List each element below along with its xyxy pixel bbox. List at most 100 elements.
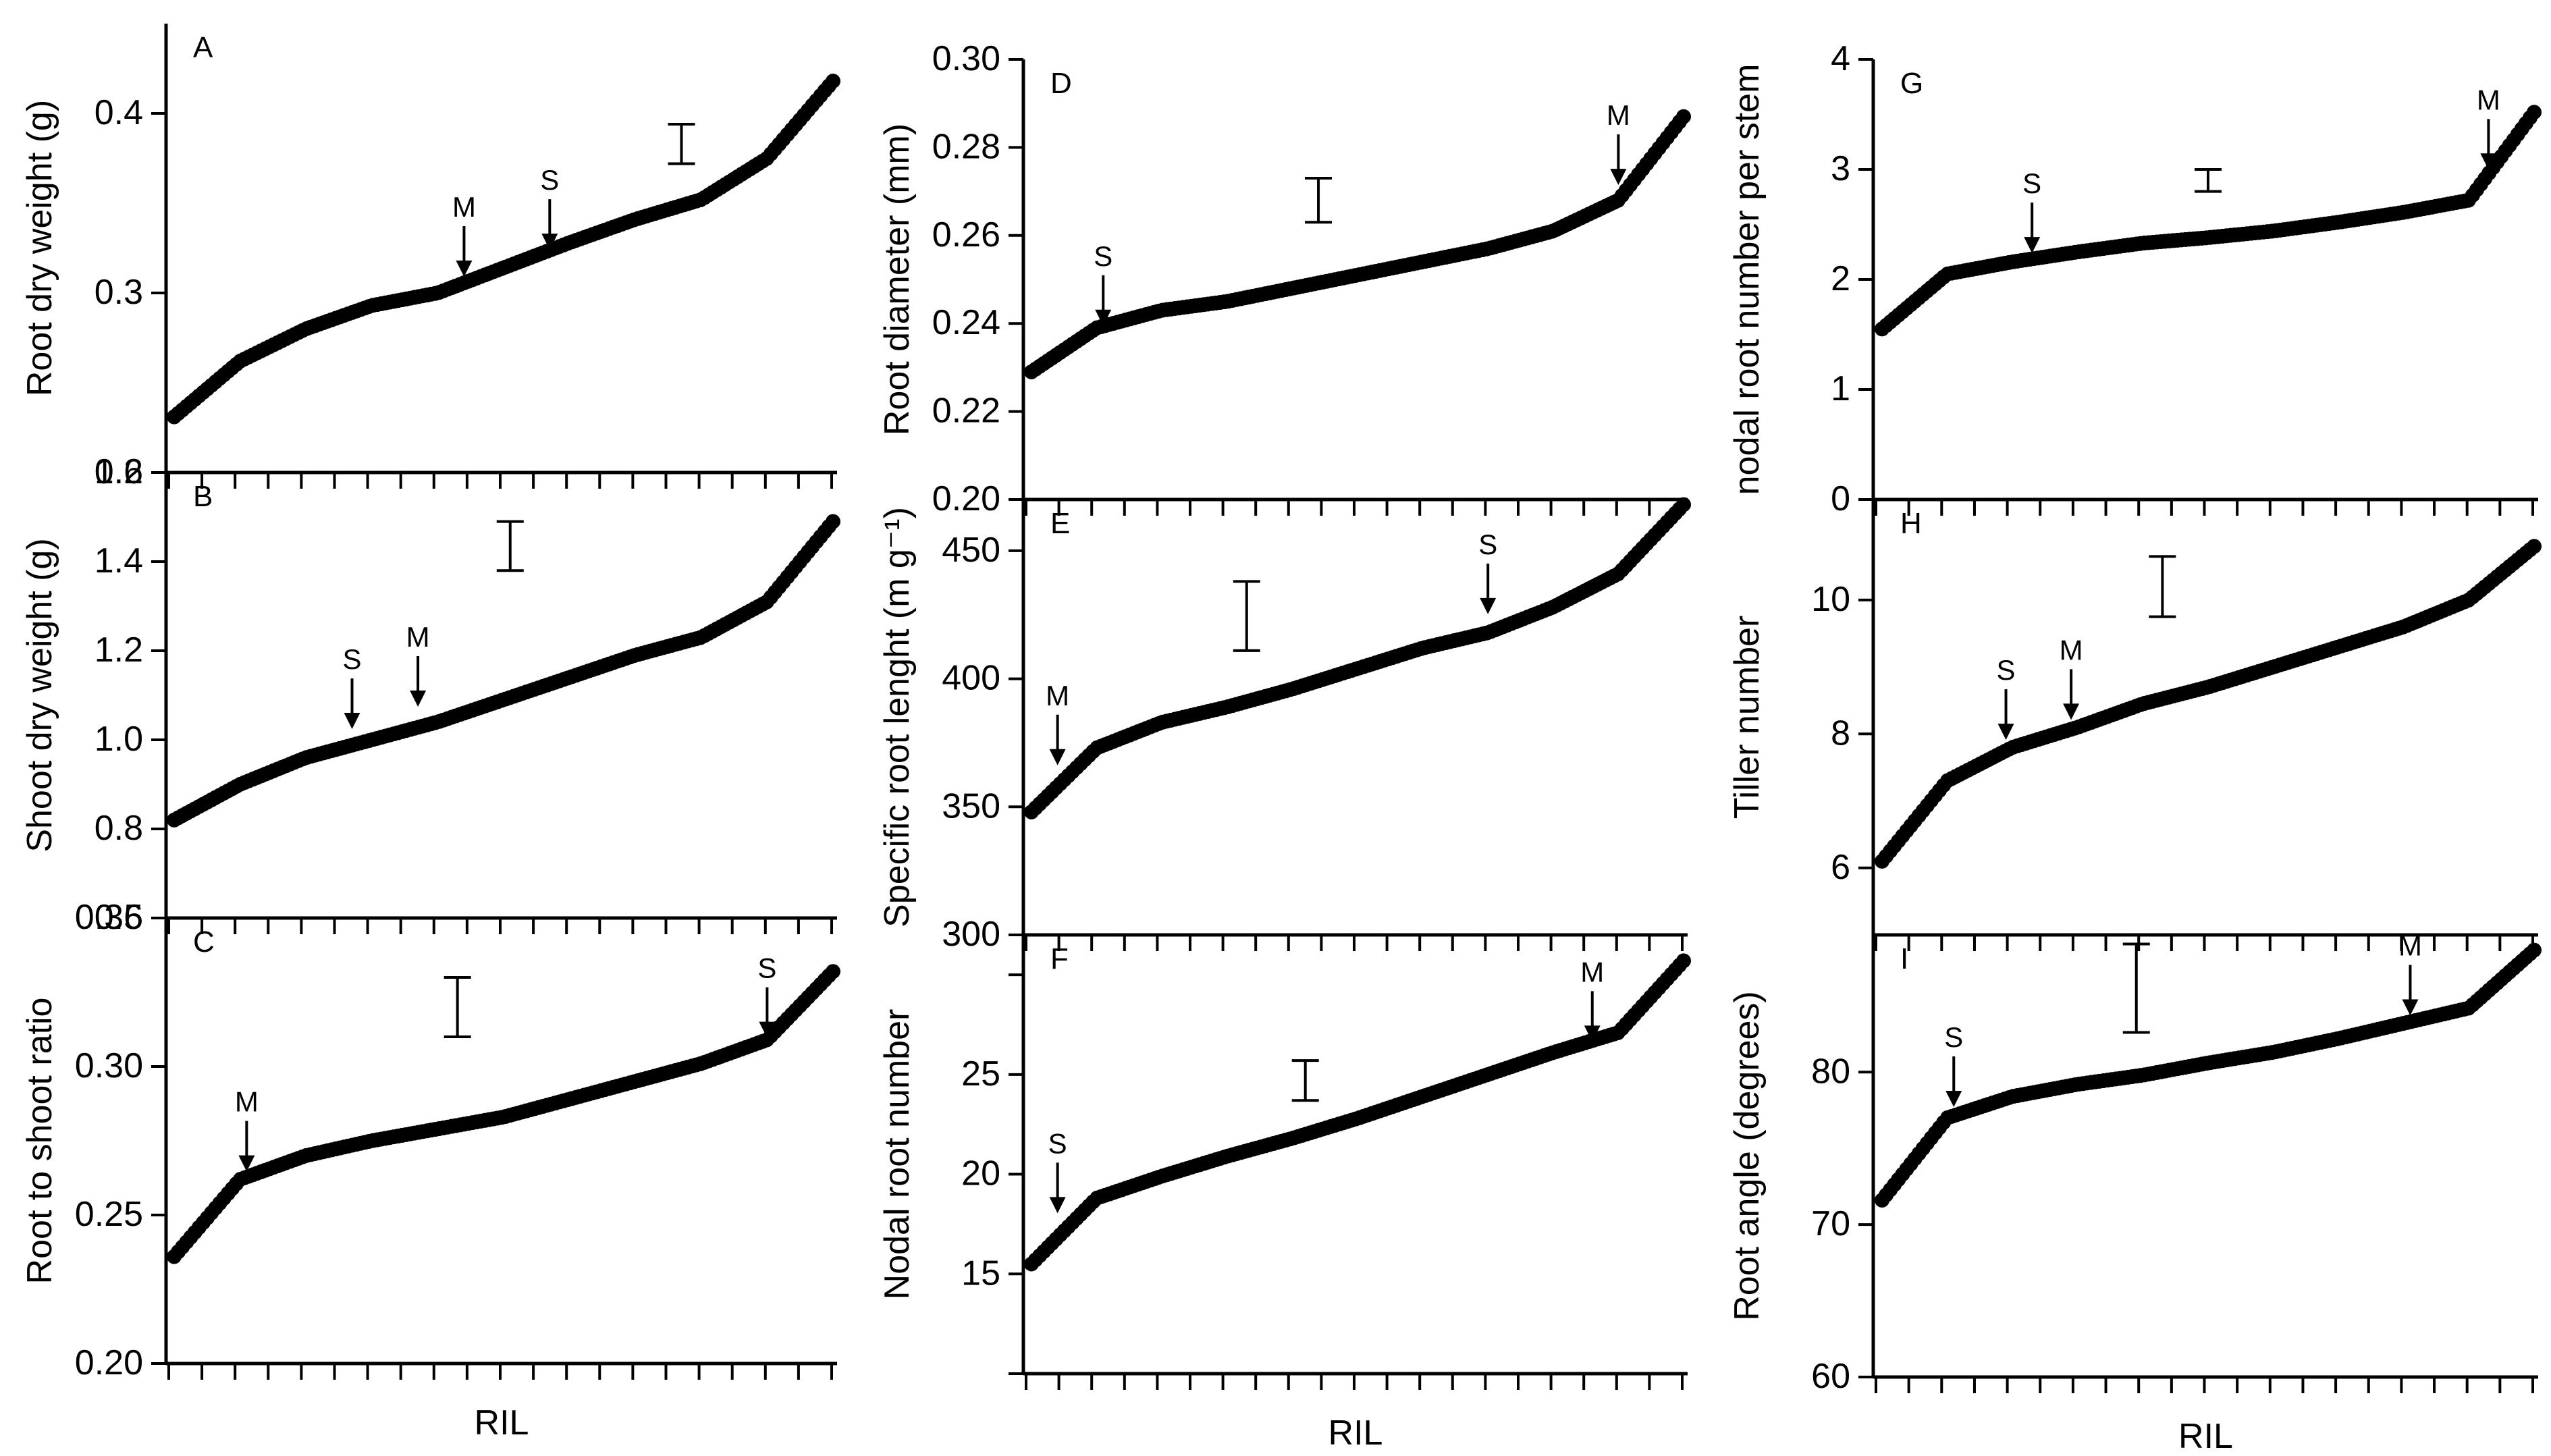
arrow-head	[344, 713, 360, 729]
data-point	[1676, 953, 1691, 969]
arrow-marker-m: M	[235, 1086, 259, 1172]
panel-label: D	[1050, 67, 1072, 100]
arrow-head	[2024, 237, 2041, 254]
marker-label: M	[1580, 956, 1604, 988]
y-tick-label: 1.4	[95, 541, 143, 581]
arrow-head	[541, 234, 558, 250]
arrow-marker-m: M	[1607, 99, 1630, 186]
panel-label: C	[193, 925, 215, 959]
arrow-marker-m: M	[2477, 84, 2500, 170]
arrow-marker-s: S	[343, 643, 362, 729]
y-tick-label: 0.26	[932, 215, 1000, 254]
error-bar	[1291, 1059, 1319, 1102]
y-axis-label: Root diameter (mm)	[878, 124, 917, 435]
y-axis-label: Specific root lenght (m g⁻¹)	[878, 507, 917, 927]
y-tick-label: 0.3	[95, 273, 143, 312]
panel-i: 60 70 80 I Root angle (degrees) RIL S M	[1727, 930, 2542, 1456]
arrow-marker-s: S	[1478, 529, 1497, 614]
y-axis-label: Root to shoot ratio	[20, 998, 59, 1285]
panel-b: 0.6 0.8 1.0 1.2 1.4 1.6 B Shoot dry weight (g) S…	[20, 452, 840, 937]
error-bar	[496, 520, 524, 572]
panel-label: E	[1050, 507, 1070, 540]
marker-label: M	[406, 621, 430, 653]
y-axis-label: Nodal root number	[878, 1009, 917, 1300]
y-axis-label: nodal root number per stem	[1727, 64, 1767, 495]
y-tick-label: 10	[1811, 580, 1850, 619]
y-tick-label: 0.2	[95, 452, 143, 491]
data-point	[826, 964, 840, 979]
panel-c: 0.20 0.25 0.30 0.35 C Root to shoot ratio RIL M…	[20, 898, 840, 1442]
marker-label: M	[2477, 84, 2500, 115]
error-bar	[1233, 580, 1260, 652]
y-tick-label: 0.24	[932, 303, 1000, 342]
arrow-head	[2063, 703, 2080, 720]
panel-a: 0.2 0.3 0.4 A Root dry weight (g) M S	[20, 24, 840, 491]
error-bar	[2195, 168, 2222, 193]
y-tick-label: 400	[942, 659, 1000, 698]
arrow-marker-s: S	[1094, 240, 1112, 326]
y-tick-label: 60	[1811, 1357, 1850, 1396]
arrow-head	[1049, 1197, 1066, 1214]
marker-label: M	[2060, 634, 2083, 666]
marker-label: S	[1944, 1021, 1963, 1053]
error-bar	[444, 976, 471, 1038]
data-point	[2527, 105, 2542, 120]
panel-f: 15 20 25 F Nodal root number RIL S M	[878, 935, 1691, 1453]
panel-label: I	[1900, 942, 1908, 975]
arrow-marker-s: S	[1944, 1021, 1963, 1108]
arrow-marker-m: M	[452, 191, 476, 277]
y-tick-label: 0	[1831, 479, 1850, 518]
y-tick-label: 450	[942, 531, 1000, 570]
arrow-marker-s: S	[540, 164, 559, 250]
y-tick-label: 300	[942, 915, 1000, 954]
y-tick-label: 70	[1811, 1204, 1850, 1243]
y-tick-label: 1.0	[95, 720, 143, 759]
data-point	[2527, 942, 2542, 958]
y-axis-label: Shoot dry weight (g)	[20, 538, 59, 852]
y-tick-label: 4	[1831, 39, 1850, 78]
marker-label: S	[757, 952, 776, 984]
y-tick-label: 6	[1831, 848, 1850, 887]
panel-label: H	[1900, 507, 1922, 540]
arrow-head	[238, 1155, 255, 1172]
marker-label: S	[2022, 167, 2041, 199]
y-axis-label: Root angle (degrees)	[1727, 991, 1767, 1321]
arrow-head	[1049, 749, 1066, 765]
error-bar	[2122, 942, 2150, 1034]
marker-label: S	[1478, 529, 1497, 560]
marker-label: M	[2398, 930, 2422, 962]
marker-label: S	[540, 164, 559, 196]
arrow-marker-s: S	[1997, 654, 2016, 740]
arrow-marker-m: M	[2060, 634, 2083, 720]
y-tick-label: 0.20	[932, 479, 1000, 518]
panel-label: F	[1050, 942, 1069, 975]
y-tick-label: 0.28	[932, 127, 1000, 166]
marker-label: M	[1607, 99, 1630, 131]
y-tick-label: 8	[1831, 713, 1850, 753]
arrow-head	[1610, 169, 1627, 186]
panel-d: 0.20 0.22 0.24 0.26 0.28 0.30 D Root diameter (…	[878, 39, 1691, 518]
arrow-head	[410, 691, 427, 707]
arrow-head	[1480, 597, 1497, 614]
arrow-marker-s: S	[1048, 1127, 1067, 1214]
data-point	[1676, 497, 1691, 512]
error-bar	[668, 122, 695, 165]
marker-label: M	[235, 1086, 259, 1118]
marker-label: S	[1997, 654, 2016, 686]
y-tick-label: 80	[1811, 1052, 1850, 1091]
error-bar	[1305, 177, 1333, 224]
arrow-head	[2402, 999, 2419, 1016]
y-tick-label: 25	[961, 1054, 1000, 1094]
data-point	[826, 514, 840, 529]
panel-h: 6 8 10 H Tiller number S M	[1727, 500, 2542, 951]
y-tick-label: 1	[1831, 369, 1850, 408]
error-bar	[2149, 555, 2176, 618]
y-tick-label: 1.2	[95, 630, 143, 670]
arrow-marker-m: M	[406, 621, 430, 707]
arrow-marker-s: S	[2022, 167, 2041, 254]
marker-label: S	[1048, 1127, 1067, 1159]
y-tick-label: 0.35	[75, 898, 143, 937]
data-point	[2527, 539, 2542, 554]
